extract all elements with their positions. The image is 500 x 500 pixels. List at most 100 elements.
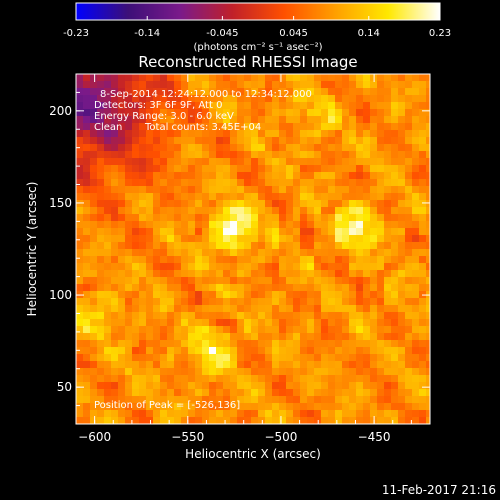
heatmap-cell (90, 326, 98, 334)
heatmap-cell (76, 95, 84, 103)
heatmap-cell (398, 74, 406, 82)
heatmap-cell (265, 193, 273, 201)
heatmap-cell (384, 389, 392, 397)
heatmap-cell (90, 130, 98, 138)
heatmap-cell (146, 291, 154, 299)
heatmap-cell (377, 319, 385, 327)
heatmap-cell (181, 172, 189, 180)
heatmap-cell (111, 151, 119, 159)
heatmap-cell (125, 368, 133, 376)
heatmap-cell (167, 102, 175, 110)
heatmap-cell (426, 74, 430, 82)
heatmap-cell (391, 144, 399, 152)
heatmap-cell (223, 207, 231, 215)
heatmap-cell (251, 242, 259, 250)
heatmap-cell (272, 319, 280, 327)
heatmap-cell (83, 88, 91, 96)
heatmap-cell (223, 158, 231, 166)
heatmap-cell (265, 158, 273, 166)
heatmap-cell (160, 179, 168, 187)
heatmap-cell (412, 214, 420, 222)
heatmap-cell (349, 417, 357, 424)
heatmap-cell (377, 312, 385, 320)
heatmap-cell (286, 130, 294, 138)
heatmap-cell (223, 235, 231, 243)
heatmap-cell (307, 270, 315, 278)
heatmap-cell (279, 417, 287, 424)
heatmap-cell (328, 102, 336, 110)
heatmap-cell (181, 193, 189, 201)
heatmap-cell (335, 340, 343, 348)
heatmap-cell (90, 361, 98, 369)
heatmap-cell (363, 312, 371, 320)
heatmap-cell (118, 347, 126, 355)
heatmap-cell (146, 263, 154, 271)
heatmap-cell (125, 347, 133, 355)
heatmap-cell (153, 256, 161, 264)
heatmap-cell (209, 277, 217, 285)
heatmap-cell (209, 102, 217, 110)
heatmap-cell (153, 123, 161, 131)
heatmap-cell (300, 382, 308, 390)
heatmap-cell (265, 109, 273, 117)
heatmap-cell (300, 389, 308, 397)
heatmap-cell (384, 382, 392, 390)
heatmap-cell (244, 144, 252, 152)
heatmap-cell (97, 130, 105, 138)
heatmap-cell (97, 172, 105, 180)
heatmap-cell (286, 144, 294, 152)
heatmap-cell (391, 235, 399, 243)
heatmap-cell (188, 123, 196, 131)
heatmap-cell (349, 403, 357, 411)
heatmap-cell (335, 263, 343, 271)
heatmap-cell (76, 81, 84, 89)
heatmap-cell (272, 151, 280, 159)
heatmap-cell (272, 389, 280, 397)
heatmap-cell (356, 340, 364, 348)
heatmap-cell (370, 207, 378, 215)
heatmap-cell (286, 137, 294, 145)
heatmap-cell (412, 403, 420, 411)
heatmap-cell (125, 88, 133, 96)
heatmap-cell (223, 270, 231, 278)
heatmap-cell (216, 333, 224, 341)
heatmap-cell (160, 242, 168, 250)
heatmap-cell (419, 333, 427, 341)
heatmap-cell (321, 368, 329, 376)
heatmap-cell (286, 291, 294, 299)
heatmap-cell (216, 375, 224, 383)
heatmap-cell (188, 354, 196, 362)
heatmap-cell (125, 242, 133, 250)
heatmap-cell (230, 291, 238, 299)
heatmap-cell (384, 123, 392, 131)
heatmap-cell (356, 179, 364, 187)
heatmap-cell (146, 172, 154, 180)
heatmap-cell (300, 74, 308, 82)
heatmap-cell (188, 396, 196, 404)
heatmap-cell (139, 333, 147, 341)
heatmap-cell (426, 305, 430, 313)
heatmap-cell (321, 256, 329, 264)
heatmap-cell (139, 165, 147, 173)
heatmap-cell (377, 298, 385, 306)
heatmap-cell (132, 284, 140, 292)
heatmap-cell (244, 123, 252, 131)
heatmap-cell (384, 340, 392, 348)
heatmap-cell (258, 396, 266, 404)
heatmap-cell (314, 95, 322, 103)
heatmap-cell (293, 298, 301, 306)
heatmap-cell (83, 382, 91, 390)
heatmap-cell (118, 214, 126, 222)
heatmap-cell (139, 305, 147, 313)
heatmap-cell (251, 165, 259, 173)
heatmap-cell (188, 368, 196, 376)
heatmap-cell (272, 270, 280, 278)
heatmap-cell (426, 242, 430, 250)
heatmap-cell (398, 368, 406, 376)
heatmap-cell (83, 410, 91, 418)
heatmap-cell (223, 172, 231, 180)
heatmap-cell (307, 214, 315, 222)
heatmap-cell (195, 235, 203, 243)
heatmap-cell (125, 319, 133, 327)
heatmap-cell (272, 291, 280, 299)
